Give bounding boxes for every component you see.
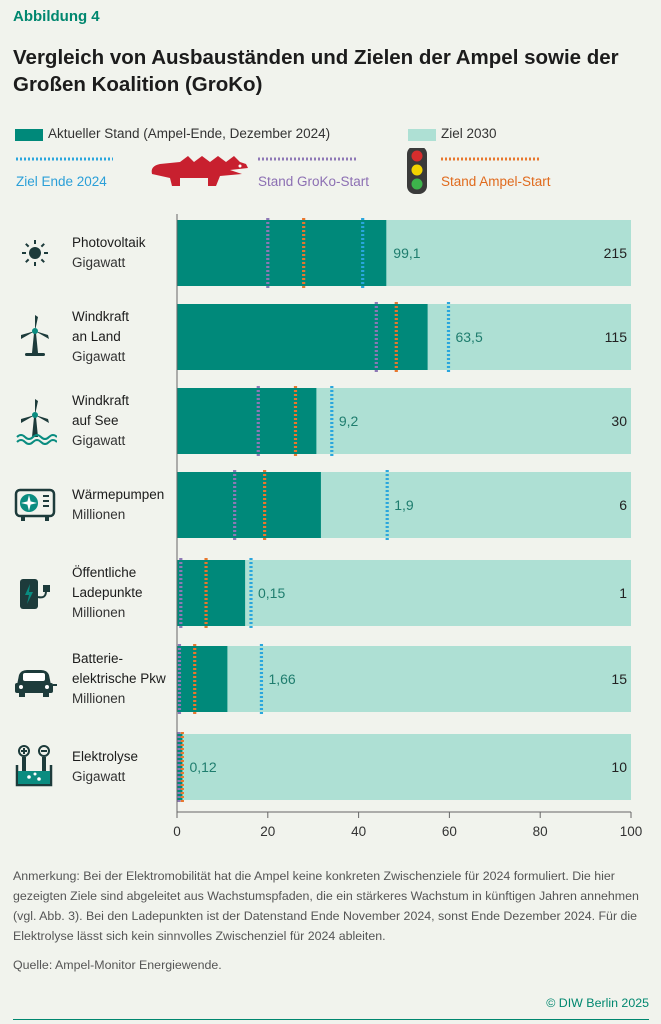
category-name: an Land	[72, 329, 121, 344]
bar-current	[177, 388, 317, 454]
category-name: Elektrolyse	[72, 749, 139, 764]
legend-label-target2030: Ziel 2030	[441, 126, 497, 141]
bar-current	[177, 646, 228, 712]
category-unit: Gigawatt	[72, 255, 126, 270]
x-tick-label: 40	[351, 824, 366, 839]
electrolysis-icon	[15, 745, 53, 787]
bar-target-2030	[177, 646, 631, 712]
category-unit: Millionen	[72, 605, 126, 620]
legend-swatch-target2030	[408, 129, 436, 141]
bar-current	[177, 734, 183, 800]
electric-car-icon	[15, 670, 57, 697]
wind-turbine-icon	[21, 315, 49, 356]
category-label: Windkraft auf See Gigawatt	[72, 391, 129, 451]
x-tick-label: 20	[260, 824, 275, 839]
offshore-wind-icon	[16, 399, 57, 445]
legend-label-current: Aktueller Stand (Ampel-Ende, Dezember 20…	[48, 126, 331, 141]
legend-label-groko: Stand GroKo-Start	[258, 174, 370, 189]
target-value-label: 30	[611, 413, 627, 429]
category-unit: Gigawatt	[72, 433, 126, 448]
charging-station-icon	[20, 579, 50, 609]
copyright: © DIW Berlin 2025	[546, 996, 649, 1010]
figure-label: Abbildung 4	[13, 8, 100, 25]
x-tick-label: 60	[442, 824, 457, 839]
x-tick-label: 0	[173, 824, 181, 839]
bar-target-2030	[177, 560, 631, 626]
target-value-label: 115	[605, 329, 628, 345]
category-label: Elektrolyse Gigawatt	[72, 747, 138, 787]
category-name: Wärmepumpen	[72, 487, 165, 502]
bar-current	[177, 220, 387, 286]
bar-current	[177, 304, 428, 370]
category-label: Photovoltaik Gigawatt	[72, 233, 146, 273]
traffic-light-icon	[407, 148, 427, 194]
chart-source: Quelle: Ampel-Monitor Energiewende.	[13, 958, 222, 972]
target-value-label: 10	[611, 759, 627, 775]
category-unit: Millionen	[72, 507, 126, 522]
bottom-rule	[13, 1019, 649, 1020]
current-value-label: 1,66	[268, 671, 295, 687]
x-tick-label: 100	[620, 824, 643, 839]
target-value-label: 15	[611, 671, 627, 687]
bar-current	[177, 560, 246, 626]
category-label: Windkraft an Land Gigawatt	[72, 307, 129, 367]
sun-icon	[22, 240, 48, 266]
category-unit: Gigawatt	[72, 769, 126, 784]
category-name: Ladepunkte	[72, 585, 143, 600]
chart-note: Anmerkung: Bei der Elektromobilität hat …	[13, 869, 639, 943]
bar-chart: 99,1 215 63,5 115 9,2 30 1,9 6 0,15 1 1,66 15 0,12 10…	[173, 214, 643, 839]
legend-label-ampel: Stand Ampel-Start	[441, 174, 551, 189]
target-value-label: 6	[619, 497, 627, 513]
legend-label-target2024: Ziel Ende 2024	[16, 174, 107, 189]
bar-target-2030	[177, 734, 631, 800]
chart-title: Vergleich von Ausbauständen und Zielen d…	[13, 46, 619, 96]
legend-swatch-current	[15, 129, 43, 141]
current-value-label: 0,15	[258, 585, 285, 601]
category-name: auf See	[72, 413, 119, 428]
category-name: Windkraft	[72, 393, 130, 408]
category-label: Batterie-elektrische Pkw Millionen	[72, 649, 166, 709]
category-name: Batterie-	[72, 651, 124, 666]
category-name: Windkraft	[72, 309, 130, 324]
x-tick-label: 80	[533, 824, 548, 839]
category-unit: Millionen	[72, 691, 126, 706]
crocodile-icon	[151, 156, 248, 186]
category-unit: Gigawatt	[72, 349, 126, 364]
current-value-label: 99,1	[393, 245, 420, 261]
legend-symbols	[16, 148, 541, 194]
current-value-label: 9,2	[339, 413, 359, 429]
target-value-label: 1	[619, 585, 627, 601]
bar-current	[177, 472, 321, 538]
category-label: Wärmepumpen Millionen	[72, 485, 164, 525]
category-name: Öffentliche	[72, 565, 137, 580]
target-value-label: 215	[604, 245, 628, 261]
category-name: elektrische Pkw	[72, 671, 166, 686]
current-value-label: 63,5	[455, 329, 482, 345]
current-value-label: 0,12	[189, 759, 216, 775]
legend: Aktueller Stand (Ampel-Ende, Dezember 20…	[0, 120, 661, 200]
category-name: Photovoltaik	[72, 235, 146, 250]
heat-pump-icon	[14, 488, 56, 521]
current-value-label: 1,9	[394, 497, 414, 513]
category-label: Öffentliche Ladepunkte Millionen	[72, 563, 143, 623]
